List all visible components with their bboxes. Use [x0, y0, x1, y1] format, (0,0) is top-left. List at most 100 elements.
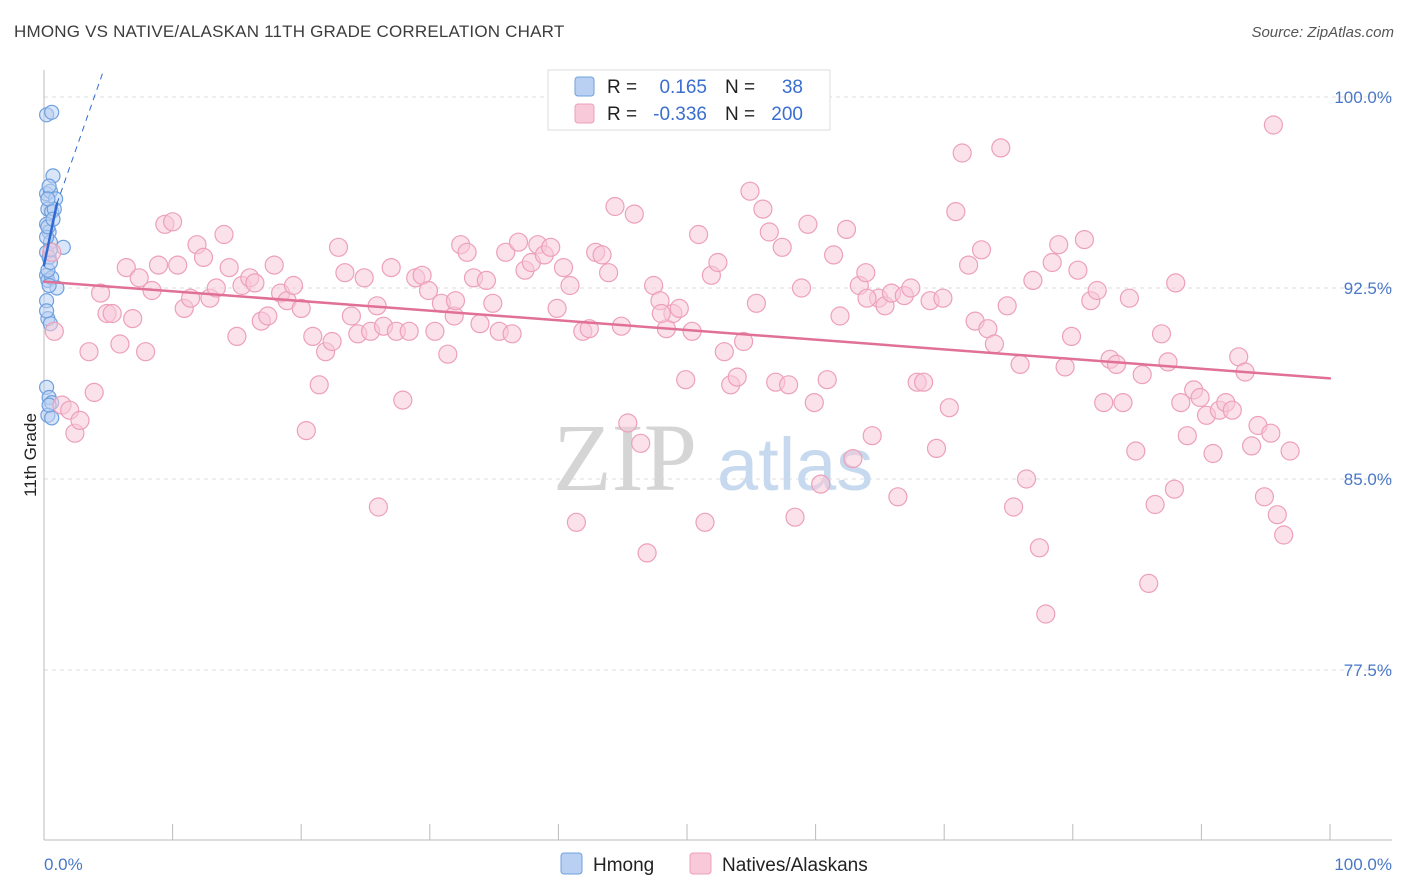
point-1-39	[291, 298, 311, 318]
point-1-109	[733, 331, 754, 352]
point-1-110	[740, 181, 760, 201]
point-1-162	[1074, 230, 1095, 250]
watermark: ZIP atlas	[553, 404, 873, 511]
chart-title: HMONG VS NATIVE/ALASKAN 11TH GRADE CORRE…	[14, 22, 565, 41]
point-1-11	[110, 334, 130, 354]
series-legend[interactable]: Hmong Natives/Alaskans	[560, 852, 868, 876]
point-1-45	[328, 237, 349, 257]
point-1-24	[193, 247, 214, 267]
point-1-154	[1023, 270, 1043, 290]
hmong-legend-label[interactable]: Hmong	[593, 855, 654, 876]
y-tick-label-0: 100.0%	[1334, 88, 1392, 107]
point-1-159	[1055, 357, 1075, 377]
point-1-124	[830, 306, 850, 326]
y-tick-label-3: 77.5%	[1344, 661, 1392, 680]
point-1-29	[227, 326, 247, 346]
point-1-196	[1166, 273, 1186, 293]
point-1-125	[836, 219, 857, 239]
point-1-144	[958, 255, 979, 275]
point-1-190	[1254, 487, 1275, 507]
point-1-34	[258, 306, 278, 326]
point-1-197	[857, 288, 877, 308]
point-1-102	[688, 224, 709, 245]
point-1-120	[804, 393, 824, 413]
point-1-185	[1222, 400, 1242, 420]
point-1-188	[1241, 436, 1262, 456]
point-1-73	[502, 324, 522, 344]
point-1-123	[823, 245, 844, 265]
point-1-92	[624, 204, 644, 224]
point-1-19	[163, 212, 183, 232]
point-1-155	[1029, 538, 1050, 558]
point-1-117	[785, 507, 805, 527]
natives-legend-icon[interactable]	[689, 852, 712, 875]
point-1-146	[971, 240, 992, 260]
point-1-140	[933, 288, 953, 308]
point-1-165	[1094, 393, 1114, 413]
point-1-82	[560, 275, 580, 296]
point-1-15	[136, 342, 156, 362]
point-1-119	[798, 214, 818, 234]
point-1-1	[44, 321, 64, 341]
legend-n-label-0: N =	[725, 77, 755, 98]
point-1-79	[541, 237, 561, 257]
trend-extension-0	[56, 71, 104, 205]
point-1-118	[791, 278, 812, 298]
natives-legend-label[interactable]: Natives/Alaskans	[722, 855, 868, 876]
point-1-137	[913, 372, 934, 392]
point-1-122	[817, 370, 837, 390]
legend-r-label-1: R =	[607, 104, 637, 125]
point-1-60	[418, 280, 439, 301]
point-1-180	[1190, 387, 1210, 408]
point-1-167	[1106, 354, 1127, 374]
point-1-83	[566, 512, 587, 532]
point-1-105	[708, 252, 728, 273]
point-1-169	[1119, 288, 1140, 308]
point-1-12	[116, 258, 136, 278]
point-1-133	[888, 487, 908, 507]
legend-r-label-0: R =	[607, 77, 637, 98]
point-1-151	[1003, 497, 1024, 517]
point-1-177	[1171, 393, 1191, 413]
point-1-41	[303, 326, 323, 346]
point-1-44	[322, 331, 342, 352]
point-1-199	[445, 291, 466, 311]
point-1-113	[759, 222, 779, 242]
point-1-42	[309, 375, 329, 395]
point-1-94	[637, 543, 657, 563]
point-1-70	[483, 293, 503, 313]
point-1-7	[84, 382, 104, 402]
point-1-49	[354, 268, 374, 288]
data-points	[38, 104, 1300, 624]
point-1-72	[496, 242, 516, 262]
hmong-legend-icon[interactable]	[560, 852, 583, 875]
point-1-47	[341, 306, 361, 326]
stats-legend-box	[547, 69, 831, 131]
point-1-171	[1132, 365, 1152, 385]
y-axis-title: 11th Grade	[21, 413, 40, 497]
natives-legend-swatch	[574, 103, 595, 124]
point-1-61	[425, 321, 445, 341]
point-1-80	[547, 298, 567, 318]
point-1-27	[214, 224, 234, 245]
point-1-164	[1087, 280, 1107, 301]
y-tick-label-2: 85.0%	[1344, 470, 1392, 489]
point-1-194	[1280, 441, 1300, 461]
point-1-52	[368, 497, 388, 517]
point-1-35	[264, 255, 284, 275]
point-1-121	[811, 474, 831, 494]
point-1-46	[335, 263, 355, 283]
point-1-20	[168, 255, 188, 275]
point-0-35	[40, 191, 56, 207]
point-1-63	[438, 344, 458, 364]
point-1-129	[862, 426, 882, 446]
point-1-176	[1164, 479, 1185, 499]
point-1-26	[206, 278, 226, 298]
point-1-160	[1061, 326, 1082, 346]
point-1-93	[631, 433, 651, 453]
point-1-69	[476, 270, 496, 290]
point-1-168	[1113, 393, 1133, 413]
point-1-14	[129, 268, 149, 288]
point-1-192	[1267, 505, 1287, 525]
point-1-182	[1203, 443, 1223, 464]
